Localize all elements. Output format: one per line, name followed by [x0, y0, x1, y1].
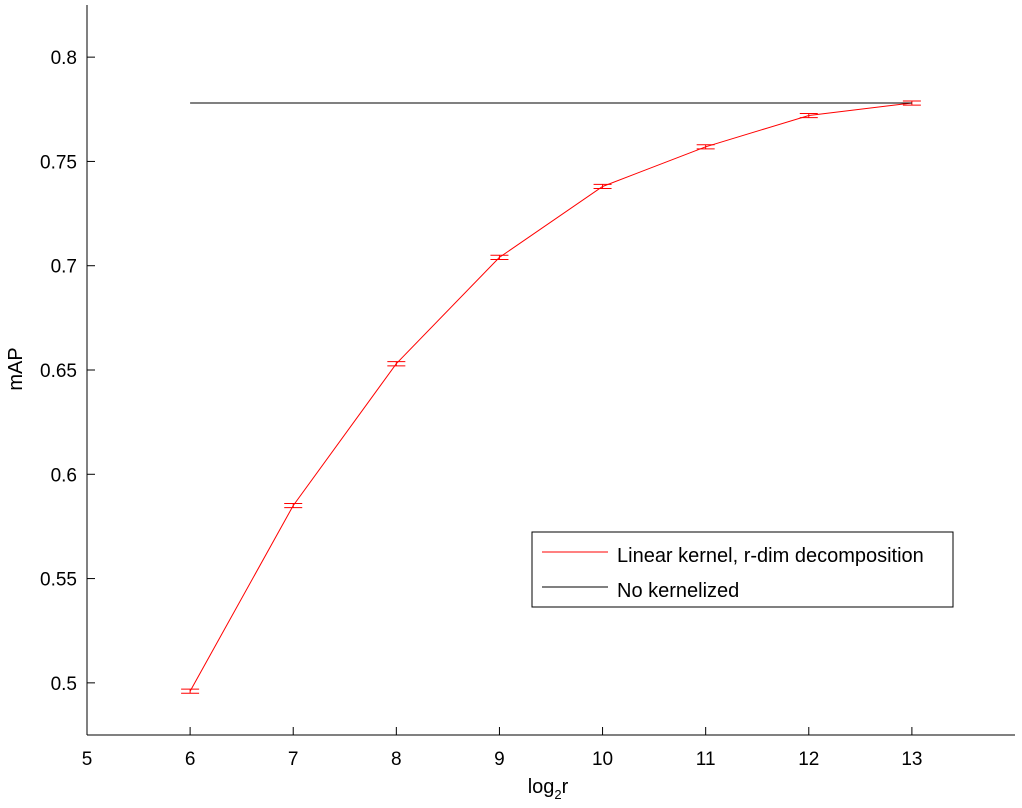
x-axis-ticks: 5 6 7 8 9 10 11 12 13: [82, 727, 922, 770]
y-tick-label: 0.65: [40, 361, 77, 382]
x-axis-label: log2r: [528, 776, 569, 802]
x-tick-label: 9: [494, 749, 505, 770]
y-tick-label: 0.6: [51, 465, 77, 486]
x-tick-label: 12: [798, 749, 819, 770]
x-tick-label: 10: [592, 749, 613, 770]
x-axis-label-subscript: 2: [554, 787, 561, 802]
legend: Linear kernel, r-dim decomposition No ke…: [531, 531, 954, 608]
y-tick-label: 0.55: [40, 570, 77, 591]
x-tick-label: 7: [288, 749, 299, 770]
x-axis-label-main: log: [528, 776, 555, 798]
legend-label-no-kernelized: No kernelized: [617, 580, 739, 602]
x-tick-label: 11: [696, 749, 716, 770]
y-tick-label: 0.5: [51, 674, 77, 695]
y-axis-ticks: 0.5 0.55 0.6 0.65 0.7 0.75 0.8: [40, 48, 95, 695]
x-tick-label: 13: [901, 749, 922, 770]
legend-label-linear-kernel: Linear kernel, r-dim decomposition: [617, 545, 924, 567]
x-tick-label: 8: [391, 749, 402, 770]
y-tick-label: 0.7: [51, 257, 77, 278]
y-tick-label: 0.75: [40, 152, 77, 173]
x-tick-label: 6: [185, 749, 196, 770]
plot-lines: [181, 100, 921, 694]
x-axis-label-suffix: r: [562, 776, 569, 798]
legend-box: [531, 531, 954, 608]
y-tick-label: 0.8: [51, 48, 77, 69]
y-axis-label: mAP: [5, 347, 27, 390]
series-line-linear-kernel: [189, 102, 912, 692]
x-tick-label: 5: [82, 749, 93, 770]
